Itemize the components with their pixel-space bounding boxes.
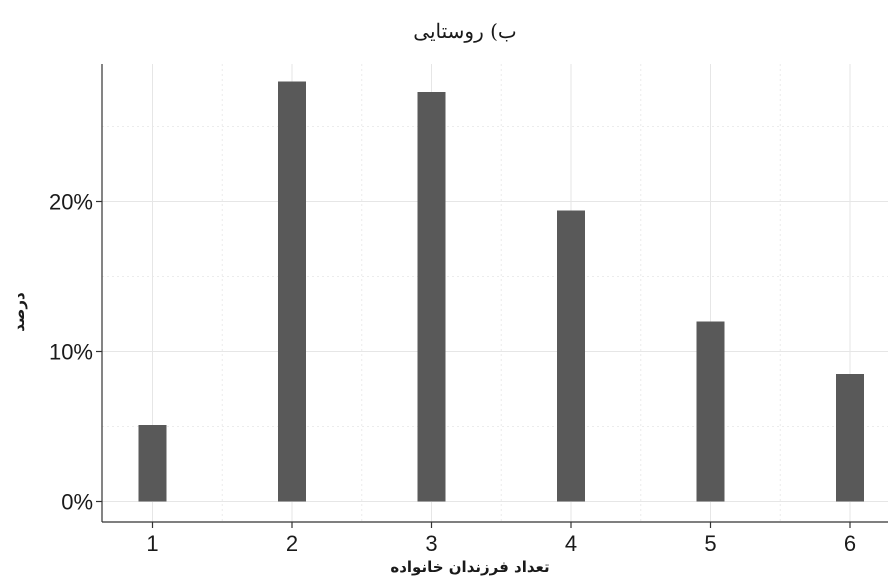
chart-title: ب) روستایی	[413, 19, 516, 43]
y-tick-label: 10%	[49, 340, 93, 365]
x-tick-label: 3	[425, 531, 437, 556]
grid	[102, 64, 888, 522]
y-axis-label: درصد	[10, 292, 28, 332]
axes	[101, 64, 888, 523]
bar-2	[278, 81, 306, 502]
ticks: 1 2 3 4 5 6 0% 10% 20%	[49, 190, 856, 557]
x-tick-label: 1	[146, 531, 158, 556]
bars	[138, 81, 864, 502]
y-tick-label: 0%	[61, 490, 93, 515]
x-axis-label: تعداد فرزندان خانواده	[390, 558, 549, 576]
bar-5	[696, 321, 725, 502]
bar-4	[557, 210, 585, 502]
bar-6	[836, 374, 864, 502]
x-tick-label: 6	[844, 531, 856, 556]
x-tick-label: 5	[704, 531, 716, 556]
x-tick-label: 4	[565, 531, 577, 556]
x-tick-label: 2	[286, 531, 298, 556]
bar-3	[417, 92, 446, 502]
bar-1	[138, 425, 167, 502]
y-tick-label: 20%	[49, 190, 93, 215]
